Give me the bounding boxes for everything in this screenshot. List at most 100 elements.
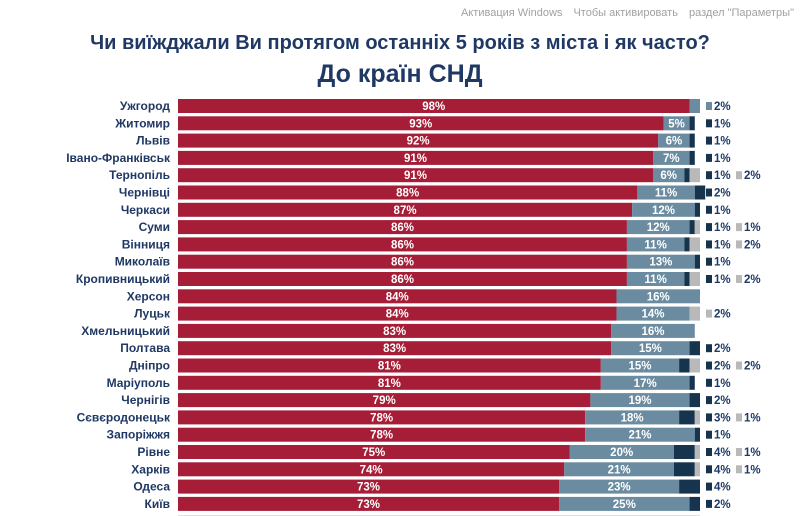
bar-segment xyxy=(559,479,680,494)
data-label: 93% xyxy=(409,118,432,130)
label-color-key xyxy=(706,309,712,318)
data-label: 19% xyxy=(628,395,651,407)
data-label: 1% xyxy=(714,170,731,182)
data-label: 17% xyxy=(634,378,657,390)
label-color-key xyxy=(736,448,742,456)
data-label: 1% xyxy=(714,222,731,234)
category-label: Полтава xyxy=(120,341,170,355)
bar-segment xyxy=(626,220,690,235)
category-label: Луцьк xyxy=(134,307,171,321)
bar-segment xyxy=(689,150,695,165)
bar-segment xyxy=(178,479,560,494)
data-label: 1% xyxy=(744,464,761,476)
data-label: 2% xyxy=(744,170,761,182)
bar-segment xyxy=(694,427,700,442)
bar-segment xyxy=(689,496,700,511)
watermark-line: раздел "Параметры" xyxy=(688,7,794,19)
bar-segment xyxy=(178,272,627,286)
label-color-key xyxy=(706,205,712,214)
data-label: 83% xyxy=(383,326,406,338)
category-label: Київ xyxy=(145,497,170,511)
bar-segment xyxy=(689,220,695,235)
data-label: 16% xyxy=(647,291,670,303)
bar-segment xyxy=(585,410,680,425)
bar-segment xyxy=(178,254,627,269)
data-label: 3% xyxy=(714,412,731,424)
data-label: 6% xyxy=(666,136,683,148)
data-label: 98% xyxy=(422,101,445,113)
chart-title: Чи виїжджали Ви протягом останніх 5 рокі… xyxy=(90,32,710,54)
data-label: 78% xyxy=(370,412,393,424)
data-label: 1% xyxy=(744,447,761,459)
bar-segment xyxy=(653,150,690,165)
bar-segment xyxy=(178,150,654,165)
bar-segment xyxy=(689,99,700,113)
label-color-key xyxy=(736,465,742,474)
label-color-key xyxy=(706,396,712,405)
bar-segment xyxy=(673,445,695,459)
category-label: Львів xyxy=(136,134,170,148)
data-label: 2% xyxy=(714,361,731,373)
data-label: 74% xyxy=(360,464,383,476)
data-label: 84% xyxy=(386,291,409,303)
bar-segment xyxy=(694,462,700,477)
data-label: 81% xyxy=(378,361,401,373)
label-color-key xyxy=(706,344,712,353)
bar-segment xyxy=(590,393,690,408)
category-label: Чернівці xyxy=(119,186,170,200)
bar-segment xyxy=(564,462,674,477)
data-label: 83% xyxy=(383,343,406,355)
data-label: 11% xyxy=(655,188,677,200)
category-label: Вінниця xyxy=(122,237,170,251)
bar-segment xyxy=(178,220,627,235)
bar-segment xyxy=(178,462,565,477)
bar-segment xyxy=(637,185,695,200)
data-label: 23% xyxy=(608,482,631,494)
bar-segment xyxy=(694,445,700,459)
label-color-key xyxy=(736,240,742,249)
bar-segment xyxy=(178,496,560,511)
data-label: 1% xyxy=(744,222,761,234)
data-label: 2% xyxy=(714,309,731,321)
category-label: Харків xyxy=(131,462,170,476)
data-label: 11% xyxy=(644,239,666,251)
bar-segment xyxy=(689,272,700,286)
data-label: 16% xyxy=(642,326,665,338)
data-label: 86% xyxy=(391,222,414,234)
data-label: 86% xyxy=(391,257,414,269)
chart-subtitle: До країн СНД xyxy=(317,60,483,88)
data-label: 87% xyxy=(394,205,417,217)
bar-segment xyxy=(694,202,700,217)
bar-segment xyxy=(178,289,617,304)
data-label: 73% xyxy=(357,499,380,511)
data-label: 1% xyxy=(714,378,731,390)
label-color-key xyxy=(736,223,742,232)
bar-segment xyxy=(626,272,685,286)
data-label: 5% xyxy=(668,118,685,130)
data-label: 2% xyxy=(714,101,731,113)
label-color-key xyxy=(736,361,742,370)
bar-segment xyxy=(689,306,700,321)
label-color-key xyxy=(706,430,712,439)
data-label: 92% xyxy=(407,136,430,148)
data-label: 1% xyxy=(714,136,731,148)
category-label: Черкаси xyxy=(121,203,170,217)
data-label: 91% xyxy=(404,170,427,182)
bar-segment xyxy=(694,185,706,200)
data-label: 11% xyxy=(644,274,666,286)
bar-segment xyxy=(689,341,700,356)
label-color-key xyxy=(706,188,712,197)
data-label: 79% xyxy=(373,395,396,407)
watermark-line: Активация Windows xyxy=(461,7,563,19)
bar-segment xyxy=(178,237,627,252)
data-label: 25% xyxy=(613,499,636,511)
data-label: 86% xyxy=(391,274,414,286)
bar-segment xyxy=(178,341,612,356)
data-label: 12% xyxy=(647,222,670,234)
label-color-key xyxy=(706,361,712,370)
bar-segment xyxy=(616,306,690,321)
data-label: 15% xyxy=(639,343,662,355)
data-label: 1% xyxy=(714,118,731,130)
category-label: Херсон xyxy=(127,289,170,303)
data-label: 84% xyxy=(386,309,409,321)
